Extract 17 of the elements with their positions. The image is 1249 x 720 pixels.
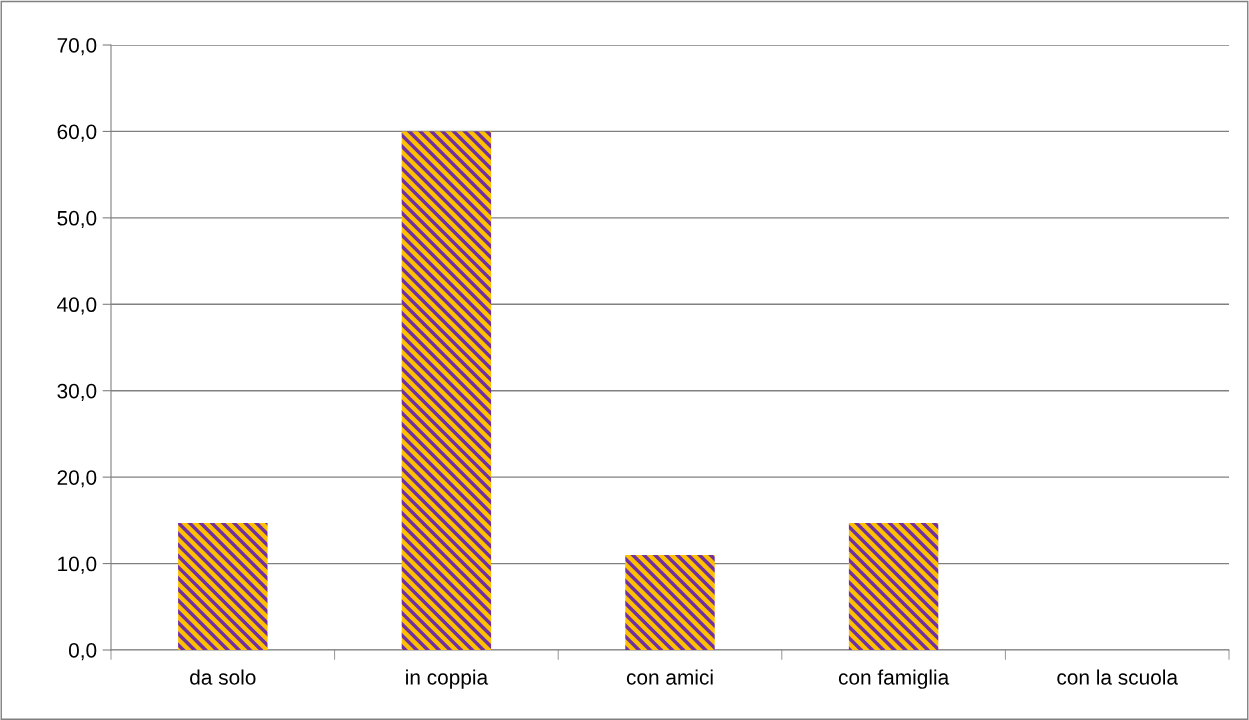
y-tick-label: 70,0 xyxy=(57,38,97,56)
x-tick-label: in coppia xyxy=(406,669,489,689)
y-tick-label: 0,0 xyxy=(68,643,97,661)
bar xyxy=(401,131,492,650)
x-tick-label: con amici xyxy=(626,669,713,685)
x-tick-label: da solo xyxy=(190,669,256,685)
y-tick-label: 60,0 xyxy=(57,124,97,142)
bar xyxy=(625,554,715,650)
x-tick-label: con famiglia xyxy=(838,669,950,689)
bar xyxy=(848,522,939,650)
y-tick-label: 40,0 xyxy=(57,297,97,315)
bar xyxy=(178,522,268,650)
y-tick-label: 10,0 xyxy=(58,556,97,574)
y-tick-label: 50,0 xyxy=(57,210,97,229)
y-tick-label: 30,0 xyxy=(57,383,97,401)
x-tick-label: con la scuola xyxy=(1057,669,1178,685)
y-tick-label: 20,0 xyxy=(57,470,97,488)
